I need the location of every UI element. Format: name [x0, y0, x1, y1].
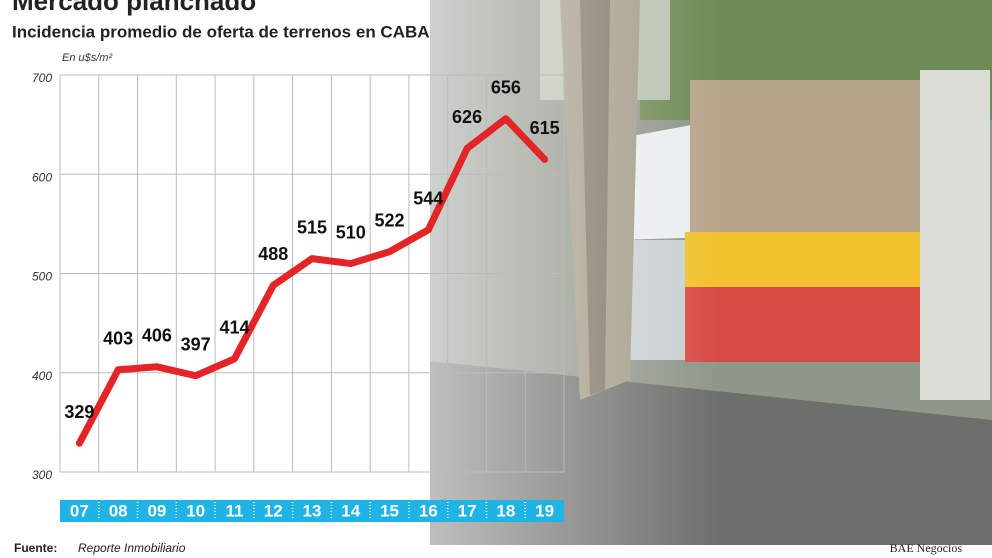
data-label: 522: [375, 210, 405, 230]
category-band: [60, 500, 564, 522]
source: Reporte Inmobiliario: [78, 541, 186, 555]
x-tick-label: 16: [419, 501, 438, 520]
data-label: 406: [142, 326, 172, 346]
data-label: 510: [336, 222, 366, 242]
x-tick-label: 14: [341, 501, 360, 520]
data-label: 656: [491, 77, 521, 97]
data-label: 397: [181, 334, 211, 354]
y-tick-label: 400: [32, 369, 52, 383]
x-tick-label: 15: [380, 501, 399, 520]
y-tick-label: 300: [32, 468, 52, 482]
data-label: 544: [413, 189, 443, 209]
x-tick-label: 09: [147, 501, 166, 520]
credit: BAE Negocios: [890, 541, 963, 555]
data-label: 414: [219, 318, 249, 338]
data-label: 515: [297, 217, 327, 237]
line: [75, 115, 549, 447]
data-label: 488: [258, 244, 288, 264]
data-label: 329: [64, 402, 94, 422]
x-tick-label: 10: [186, 501, 205, 520]
x-tick-label: 19: [535, 501, 554, 520]
y-tick-label: 600: [32, 170, 52, 184]
x-tick-label: 07: [70, 501, 89, 520]
chart-title: Mercado planchado: [12, 0, 256, 16]
data-label: 626: [452, 107, 482, 127]
y-tick-label: 500: [32, 270, 52, 284]
x-tick-label: 17: [458, 501, 477, 520]
x-tick-label: 12: [264, 501, 283, 520]
source-label: Fuente:: [14, 541, 57, 555]
x-tick-label: 08: [109, 501, 128, 520]
y-tick-label: 700: [32, 71, 52, 85]
x-tick-label: 11: [225, 501, 243, 520]
data-label: 403: [103, 329, 133, 349]
chart-subtitle: Incidencia promedio de oferta de terreno…: [12, 22, 430, 41]
data-label: 615: [530, 118, 560, 138]
x-tick-label: 18: [496, 501, 515, 520]
x-tick-label: 13: [303, 501, 322, 520]
y-axis-label: En u$s/m²: [62, 52, 112, 64]
